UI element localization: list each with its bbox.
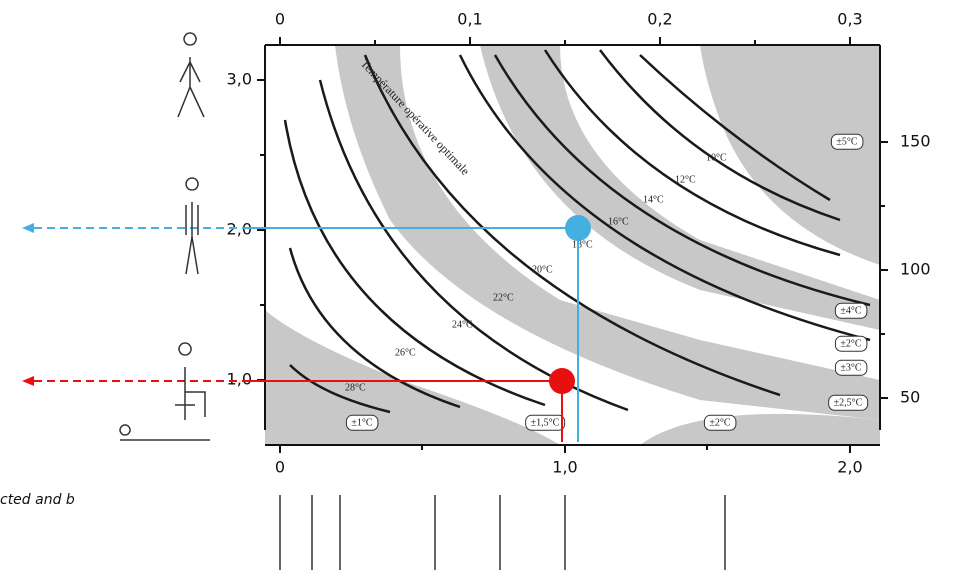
curve-label: 18°C	[572, 239, 593, 250]
curve-label: 26°C	[395, 347, 416, 358]
tolerance-label: ±1°C	[351, 417, 372, 428]
top-tick: 0,3	[837, 10, 862, 29]
bottom-tick: 2,0	[837, 458, 862, 477]
tolerance-label: ±5°C	[836, 136, 857, 147]
curve-label: 20°C	[532, 264, 553, 275]
tolerance-box	[525, 414, 566, 431]
curve-label: 16°C	[608, 216, 629, 227]
right-tick: 100	[900, 260, 931, 279]
bottom-tick: 0	[275, 458, 285, 477]
plot-background	[265, 45, 880, 445]
tolerance-box	[828, 394, 869, 411]
tolerance-label: ±4°C	[840, 305, 861, 316]
caption: cted and b	[0, 492, 75, 508]
top-tick: 0,2	[647, 10, 672, 29]
tolerance-label: ±1,5°C	[531, 417, 560, 428]
tolerance-box	[834, 359, 868, 376]
isotherm-curves	[283, 49, 871, 414]
curve-label: 24°C	[452, 319, 473, 330]
curve-label: 10°C	[706, 152, 727, 163]
left-tick: 2,0	[227, 220, 252, 239]
figures	[119, 32, 726, 570]
tolerance-box	[703, 414, 737, 431]
tolerance-box	[345, 414, 379, 431]
tolerance-label: ±2,5°C	[834, 397, 863, 408]
top-tick: 0	[275, 10, 285, 29]
curve-label: 12°C	[675, 174, 696, 185]
tolerance-label: ±2°C	[709, 417, 730, 428]
right-tick: 150	[900, 132, 931, 151]
curve-label: 28°C	[345, 382, 366, 393]
bottom-tick: 1,0	[552, 458, 577, 477]
left-tick: 1,0	[227, 370, 252, 389]
tick-labels: 0 0,1 0,2 0,3 3,0 2,0 1,0 150 100 50 0 1…	[227, 10, 931, 477]
curve-label: 14°C	[643, 194, 664, 205]
top-tick: 0,1	[457, 10, 482, 29]
tolerance-labels: ±1°C ±1,5°C ±2°C ±5°C ±4°C ±2°C ±3°C ±2,5°C	[345, 133, 869, 431]
tolerance-box	[834, 302, 868, 319]
axes	[257, 37, 888, 453]
tolerance-label: ±3°C	[840, 362, 861, 373]
right-tick: 50	[900, 388, 920, 407]
tolerance-box	[830, 133, 864, 150]
tolerance-label: ±2°C	[840, 338, 861, 349]
reading-lines	[22, 215, 591, 442]
tolerance-box	[834, 335, 868, 352]
curve-label: 22°C	[493, 292, 514, 303]
left-tick: 3,0	[227, 70, 252, 89]
